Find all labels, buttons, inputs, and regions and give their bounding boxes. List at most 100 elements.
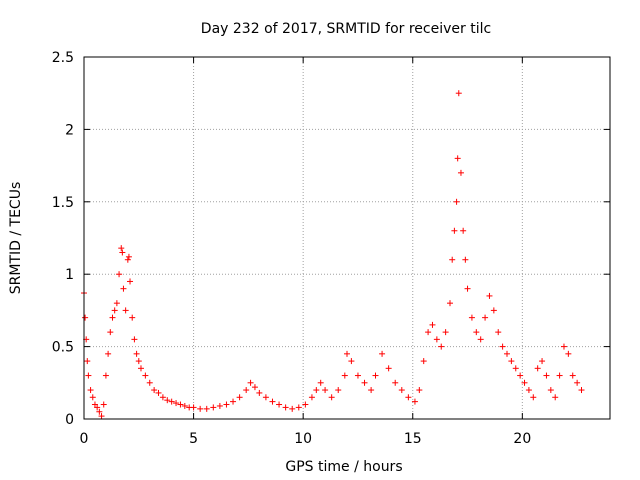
tick-labels: 0 5 10 15 20 0 0.5 1 1.5 2 2.5 (52, 50, 532, 447)
data-point (455, 90, 462, 97)
data-point (173, 400, 180, 407)
data-point (94, 404, 101, 411)
data-point (181, 402, 188, 409)
data-point (190, 404, 197, 411)
data-point (328, 394, 335, 401)
data-point (116, 271, 123, 278)
data-point (230, 398, 237, 405)
data-point (361, 379, 368, 386)
data-point (530, 394, 537, 401)
data-point (289, 405, 296, 412)
data-point (411, 398, 418, 405)
data-point (425, 329, 432, 336)
data-point (486, 292, 493, 299)
data-point (552, 394, 559, 401)
data-point (146, 379, 153, 386)
data-point (543, 372, 550, 379)
data-point (313, 387, 320, 394)
y-tick-label: 2.5 (52, 50, 74, 66)
chart-title: Day 232 of 2017, SRMTID for receiver til… (201, 21, 491, 37)
data-point (556, 372, 563, 379)
data-point (216, 402, 223, 409)
data-point (82, 314, 89, 321)
data-point (490, 307, 497, 314)
data-point (574, 379, 581, 386)
data-point (578, 387, 585, 394)
y-tick-label: 0.5 (52, 340, 74, 356)
data-point (508, 358, 515, 365)
data-point (534, 365, 541, 372)
data-point (276, 401, 283, 408)
data-point (525, 387, 532, 394)
data-point (142, 372, 149, 379)
data-point (368, 387, 375, 394)
data-point (449, 256, 456, 263)
data-point (203, 405, 210, 412)
data-point (539, 358, 546, 365)
data-point (113, 300, 120, 307)
data-point (547, 387, 554, 394)
data-point (451, 227, 458, 234)
y-axis-label: SRMTID / TECUs (8, 182, 24, 295)
data-point (405, 394, 412, 401)
data-point (464, 285, 471, 292)
data-point (454, 155, 461, 162)
data-point (177, 401, 184, 408)
data-point (372, 372, 379, 379)
data-point (429, 321, 436, 328)
data-point (354, 372, 361, 379)
data-point (392, 379, 399, 386)
data-point (341, 372, 348, 379)
x-tick-label: 10 (294, 431, 312, 447)
data-point (420, 358, 427, 365)
data-point (111, 307, 118, 314)
data-point (473, 329, 480, 336)
data-point (197, 405, 204, 412)
x-tick-label: 20 (513, 431, 531, 447)
data-point (105, 350, 112, 357)
data-point (120, 285, 127, 292)
data-point (155, 389, 162, 396)
data-point (398, 387, 405, 394)
data-point (223, 401, 230, 408)
data-point (560, 343, 567, 350)
data-point (210, 404, 217, 411)
x-tick-label: 0 (80, 431, 89, 447)
data-point (87, 387, 94, 394)
data-point (468, 314, 475, 321)
data-point (247, 379, 254, 386)
data-point (109, 314, 116, 321)
data-point (499, 343, 506, 350)
data-point (129, 314, 136, 321)
data-point (151, 387, 158, 394)
data-point (89, 394, 96, 401)
data-point (302, 401, 309, 408)
x-tick-label: 15 (404, 431, 422, 447)
data-point (118, 245, 125, 252)
data-point (98, 413, 105, 420)
data-point (251, 384, 258, 391)
data-point (164, 397, 171, 404)
data-point (102, 372, 109, 379)
grid-lines (84, 57, 610, 419)
data-point (482, 314, 489, 321)
y-tick-label: 2 (65, 122, 74, 138)
data-point (84, 358, 91, 365)
data-point (308, 394, 315, 401)
data-point (135, 358, 142, 365)
data-point (517, 372, 524, 379)
data-point (477, 336, 484, 343)
data-point (125, 253, 132, 260)
data-point (236, 394, 243, 401)
data-point (457, 169, 464, 176)
data-point (131, 336, 138, 343)
data-point (124, 256, 131, 263)
data-point (379, 350, 386, 357)
data-point (107, 329, 114, 336)
x-axis-label: GPS time / hours (285, 459, 402, 475)
data-point (96, 408, 103, 415)
data-point (122, 307, 129, 314)
data-points (81, 90, 585, 420)
data-point (269, 398, 276, 405)
